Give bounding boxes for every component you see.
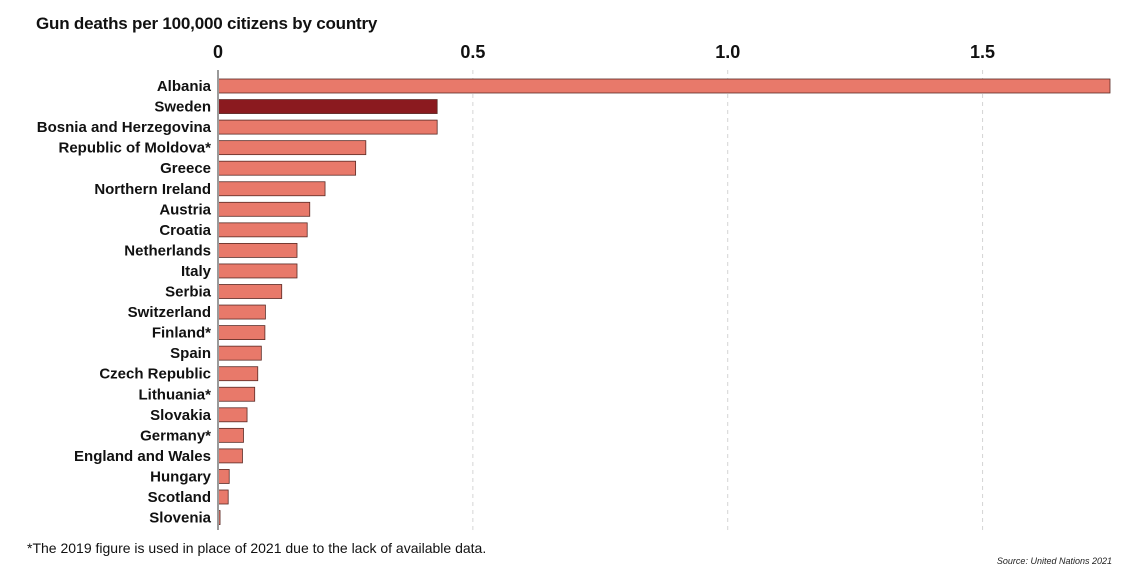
category-labels: Albania Sweden Bosnia and Herzegovina Repub… — [37, 78, 212, 527]
bar-netherlands — [217, 242, 298, 258]
category-label: Netherlands — [124, 242, 211, 259]
category-label: Austria — [159, 201, 211, 218]
category-label: Northern Ireland — [94, 181, 211, 198]
category-label: Scotland — [148, 489, 211, 506]
bar-czech-republic — [217, 366, 259, 382]
category-label: Bosnia and Herzegovina — [37, 119, 212, 136]
gridlines — [472, 70, 984, 530]
bar-sweden — [217, 99, 438, 114]
x-tick-label: 0 — [213, 42, 223, 62]
bar-croatia — [217, 222, 308, 238]
bars — [217, 78, 1111, 525]
category-label: Albania — [157, 78, 212, 95]
category-label: Slovakia — [150, 407, 212, 424]
category-label: England and Wales — [74, 448, 211, 465]
bar-hungary — [217, 469, 230, 484]
bar-finland — [217, 325, 266, 341]
x-axis-ticks: 0 0.5 1.0 1.5 — [213, 42, 995, 62]
bar-england-and-wales — [217, 448, 243, 464]
x-tick-label: 1.5 — [970, 42, 995, 62]
bar-spain — [217, 345, 262, 361]
source-note: Source: United Nations 2021 — [996, 556, 1112, 566]
bar-slovakia — [217, 407, 248, 423]
bar-serbia — [217, 284, 283, 299]
bar-lithuania — [217, 386, 256, 402]
bar-greece — [217, 160, 357, 176]
category-label: Lithuania* — [138, 386, 211, 403]
bar-republic-of-moldova — [217, 140, 367, 156]
chart-title: Gun deaths per 100,000 citizens by count… — [36, 14, 378, 33]
category-label: Slovenia — [149, 510, 211, 527]
category-label: Czech Republic — [99, 366, 211, 383]
category-label: Finland* — [152, 325, 211, 342]
bar-scotland — [217, 489, 229, 505]
x-tick-label: 0.5 — [460, 42, 485, 62]
bar-bosnia-and-herzegovina — [217, 119, 438, 135]
category-label: Italy — [181, 263, 212, 280]
footnote: *The 2019 figure is used in place of 202… — [27, 540, 487, 556]
category-label: Germany* — [140, 427, 211, 444]
category-label: Greece — [160, 160, 211, 177]
category-label: Spain — [170, 345, 211, 362]
bar-austria — [217, 201, 311, 217]
bar-germany — [217, 427, 244, 443]
x-tick-label: 1.0 — [715, 42, 740, 62]
category-label: Switzerland — [128, 304, 211, 321]
bar-northern-ireland — [217, 181, 326, 197]
category-label: Serbia — [165, 284, 212, 301]
category-label: Croatia — [159, 222, 211, 239]
category-label: Hungary — [150, 468, 212, 485]
category-label: Sweden — [154, 99, 211, 116]
bar-italy — [217, 263, 298, 279]
bar-switzerland — [217, 304, 266, 320]
category-label: Republic of Moldova* — [58, 140, 211, 157]
bar-albania — [217, 78, 1111, 94]
